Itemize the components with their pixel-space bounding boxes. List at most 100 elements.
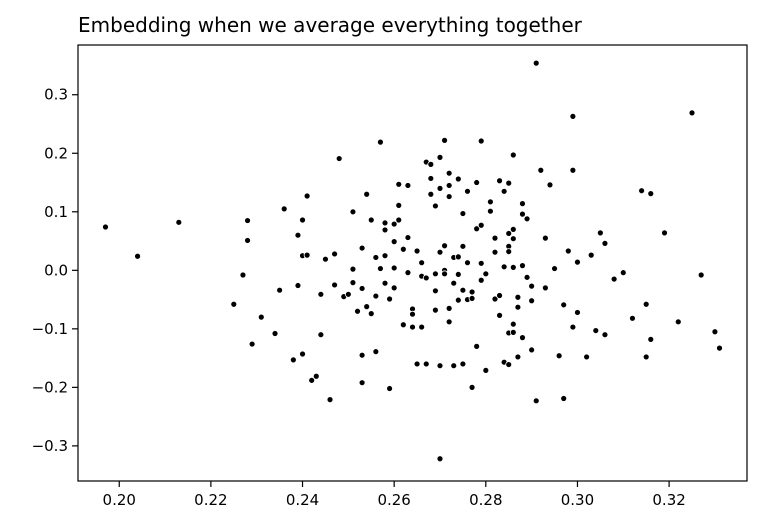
- scatter-point: [427, 175, 435, 182]
- y-axis-ticks: −0.3 −0.2 −0.1 0.0 0.1 0.2 0.3: [32, 86, 78, 455]
- scatter-point: [486, 198, 494, 206]
- y-tick-label: −0.2: [32, 378, 68, 396]
- scatter-point: [583, 353, 591, 361]
- scatter-point: [459, 242, 467, 250]
- scatter-point: [647, 190, 655, 198]
- scatter-point: [445, 304, 453, 312]
- scatter-point: [592, 327, 600, 334]
- scatter-point: [289, 356, 297, 364]
- scatter-point: [280, 205, 288, 213]
- scatter-point: [418, 259, 426, 267]
- scatter-point: [596, 229, 604, 237]
- scatter-point: [399, 321, 407, 329]
- scatter-point: [436, 153, 444, 161]
- scatter-point: [349, 279, 357, 287]
- scatter-point: [464, 187, 471, 195]
- scatter-point: [317, 331, 325, 339]
- scatter-point: [454, 271, 462, 278]
- scatter-point: [432, 202, 439, 210]
- scatter-point: [390, 264, 398, 272]
- scatter-point: [477, 259, 485, 267]
- scatter-point: [445, 182, 453, 189]
- scatter-point: [555, 352, 563, 360]
- scatter-point: [349, 265, 357, 273]
- scatter-point: [445, 193, 453, 200]
- scatter-point: [509, 235, 517, 243]
- scatter-point: [317, 290, 325, 298]
- scatter-point: [619, 269, 627, 277]
- scatter-point: [409, 310, 416, 318]
- scatter-point: [445, 169, 453, 177]
- scatter-point: [358, 351, 366, 359]
- scatter-point: [473, 179, 481, 186]
- scatter-point: [532, 397, 540, 405]
- scatter-point: [473, 342, 481, 350]
- scatter-point: [486, 207, 494, 215]
- scatter-point: [450, 362, 458, 370]
- scatter-point: [299, 350, 306, 358]
- scatter-point: [477, 221, 485, 229]
- scatter-point: [491, 295, 499, 303]
- scatter-point: [326, 396, 334, 404]
- scatter-point: [331, 250, 339, 258]
- y-tick-label: 0.2: [44, 144, 68, 162]
- y-tick-label: 0.0: [44, 261, 68, 279]
- scatter-point: [445, 318, 453, 326]
- scatter-point: [390, 238, 398, 246]
- scatter-point: [505, 230, 513, 237]
- scatter-point: [601, 331, 609, 339]
- scatter-point: [358, 379, 366, 387]
- scatter-point: [647, 335, 655, 343]
- scatter-point: [349, 208, 357, 216]
- scatter-point: [514, 303, 522, 311]
- scatter-point: [436, 362, 444, 370]
- scatter-point: [454, 296, 462, 304]
- scatter-point: [239, 271, 247, 279]
- y-tick-label: −0.3: [32, 437, 68, 455]
- scatter-point: [500, 263, 508, 271]
- scatter-point: [404, 269, 412, 277]
- scatter-point: [505, 179, 513, 187]
- scatter-point: [399, 245, 407, 253]
- scatter-point: [482, 270, 490, 278]
- scatter-point: [454, 253, 462, 261]
- scatter-point: [473, 225, 481, 233]
- scatter-point: [661, 229, 668, 237]
- scatter-point: [427, 160, 435, 168]
- scatter-point: [381, 226, 389, 234]
- scatter-point: [523, 215, 531, 223]
- scatter-point: [372, 254, 380, 261]
- scatter-point: [244, 237, 251, 244]
- scatter-point: [514, 353, 522, 361]
- scatter-point: [386, 385, 393, 392]
- scatter-point: [509, 328, 517, 336]
- scatter-point: [331, 281, 339, 289]
- scatter-point: [303, 251, 311, 259]
- scatter-point: [574, 258, 581, 266]
- scatter-point: [464, 259, 471, 267]
- scatter-point: [564, 247, 572, 255]
- y-tick-label: −0.1: [32, 320, 68, 338]
- scatter-point: [496, 292, 503, 299]
- scatter-point: [409, 323, 416, 331]
- scatter-point: [491, 234, 499, 242]
- scatter-point: [500, 187, 508, 195]
- plot-area-frame: [77, 44, 748, 482]
- scatter-point: [560, 395, 568, 402]
- scatter-point: [294, 231, 302, 239]
- points-layer: [102, 59, 723, 463]
- scatter-point: [381, 279, 389, 287]
- scatter-point: [716, 344, 723, 352]
- scatter-point: [505, 361, 513, 368]
- scatter-point: [514, 293, 522, 301]
- scatter-point: [276, 286, 284, 294]
- scatter-point: [642, 300, 650, 308]
- scatter-point: [271, 330, 279, 337]
- scatter-point: [519, 262, 526, 270]
- scatter-point: [509, 225, 517, 233]
- scatter-point: [395, 201, 403, 209]
- scatter-point: [519, 200, 526, 208]
- scatter-point: [569, 113, 577, 120]
- scatter-point: [642, 353, 650, 361]
